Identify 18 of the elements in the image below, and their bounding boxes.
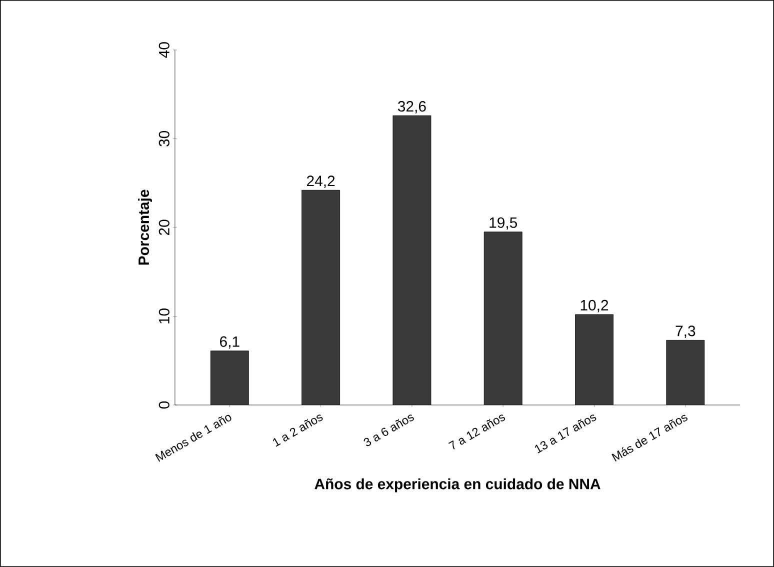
- y-tick-label: 30: [158, 130, 170, 146]
- y-axis-title: Porcentaje: [138, 190, 152, 265]
- y-tick-label: 20: [158, 220, 170, 236]
- data-label: 10,2: [580, 300, 608, 312]
- x-tick-label: 3 a 6 años: [364, 414, 414, 446]
- data-label: 32,6: [398, 101, 426, 114]
- y-tick-label: 0: [158, 401, 170, 409]
- x-tick-label: Más de 17 años: [612, 414, 688, 462]
- y-tick-label: 10: [158, 308, 170, 324]
- x-tick-label: 7 a 12 años: [448, 414, 506, 450]
- x-axis-title: Años de experiencia en cuidado de NNA: [314, 478, 600, 492]
- data-label: 6,1: [220, 336, 240, 349]
- x-tick-label: 1 a 2 años: [272, 414, 323, 447]
- x-tick-label: 13 a 17 años: [534, 414, 596, 454]
- data-label: 24,2: [307, 176, 335, 188]
- data-label: 7,3: [676, 326, 696, 338]
- y-tick-label: 40: [158, 42, 170, 58]
- data-label: 19,5: [490, 217, 518, 230]
